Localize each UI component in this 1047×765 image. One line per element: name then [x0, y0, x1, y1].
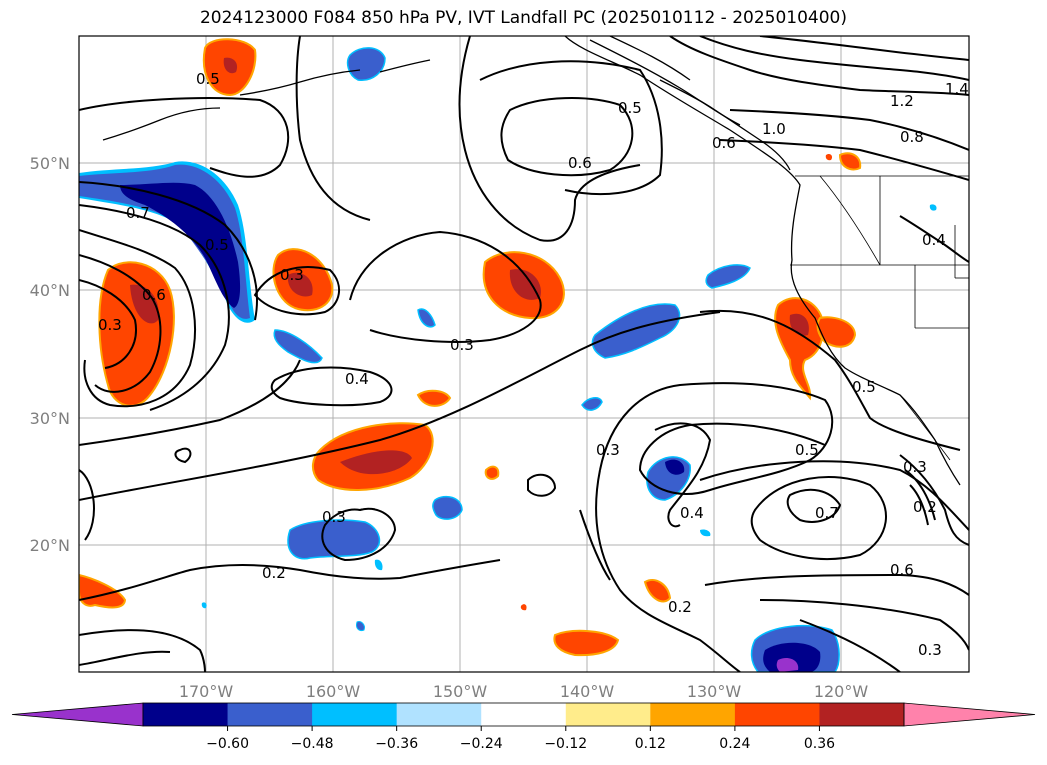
- colorbar-tick-label: −0.12: [544, 736, 587, 752]
- colorbar-segment: [650, 703, 736, 726]
- map-title: 2024123000 F084 850 hPa PV, IVT Landfall…: [199, 8, 847, 28]
- contour-label: 0.4: [345, 370, 369, 388]
- contour-label: 0.3: [98, 316, 122, 334]
- lat-label: 40°N: [30, 281, 70, 300]
- contour-label: 1.4: [945, 80, 969, 98]
- colorbar-tick-label: −0.48: [291, 736, 334, 752]
- colorbar-segment: [734, 703, 820, 726]
- colorbar-segment: [565, 703, 651, 726]
- colorbar-tick-label: −0.60: [206, 736, 249, 752]
- contour-label: 0.3: [280, 266, 304, 284]
- contour-label: 1.2: [890, 92, 914, 110]
- lat-label: 20°N: [30, 536, 70, 555]
- contour-label: 0.4: [922, 231, 946, 249]
- lon-label: 140°W: [560, 682, 615, 701]
- colorbar-tick-label: −0.24: [460, 736, 503, 752]
- lon-label: 160°W: [306, 682, 361, 701]
- lat-label: 50°N: [30, 154, 70, 173]
- lon-label: 130°W: [687, 682, 742, 701]
- contour-label: 0.2: [913, 498, 937, 516]
- coastlines: [102, 36, 961, 486]
- contour-label: 0.3: [903, 458, 927, 476]
- borders: [790, 175, 969, 461]
- contour-label: 0.3: [918, 641, 942, 659]
- lat-label: 30°N: [30, 409, 70, 428]
- colorbar-tick-label: −0.36: [375, 736, 418, 752]
- colorbar-extend-low: [11, 702, 144, 727]
- contour-label: 0.5: [205, 236, 229, 254]
- contour-label: 0.2: [262, 564, 286, 582]
- contour-labels: 0.5 0.5 0.6 0.6 1.0 1.2 1.4 0.8 0.7 0.5 …: [98, 70, 969, 659]
- contour-label: 0.6: [890, 561, 914, 579]
- contour-label: 0.7: [815, 504, 839, 522]
- colorbar-tick-label: 0.24: [719, 736, 750, 752]
- contour-label: 1.0: [762, 120, 786, 138]
- map-area: [79, 36, 969, 672]
- contour-label: 0.6: [712, 134, 736, 152]
- colorbar-segment: [227, 703, 313, 726]
- colorbar-extend-high: [903, 702, 1036, 727]
- contour-label: 0.5: [196, 70, 220, 88]
- colorbar: [11, 702, 1036, 727]
- colorbar-segment: [143, 703, 229, 726]
- contour-label: 0.2: [668, 598, 692, 616]
- latitude-labels: 50°N 40°N 30°N 20°N: [30, 154, 70, 555]
- colorbar-frame: [142, 702, 905, 727]
- longitude-labels: 170°W 160°W 150°W 140°W 130°W 120°W: [179, 682, 869, 701]
- contour-label: 0.5: [852, 378, 876, 396]
- lon-label: 120°W: [814, 682, 869, 701]
- contour-label: 0.5: [795, 441, 819, 459]
- contour-label: 0.6: [568, 154, 592, 172]
- contour-label: 0.4: [680, 504, 704, 522]
- colorbar-segment: [312, 703, 398, 726]
- contour-label: 0.3: [450, 336, 474, 354]
- colorbar-segment: [396, 703, 482, 726]
- contour-label: 0.8: [900, 128, 924, 146]
- contour-label: 0.6: [142, 286, 166, 304]
- colorbar-tick-label: 0.36: [804, 736, 835, 752]
- contour-label: 0.7: [126, 204, 150, 222]
- lon-label: 150°W: [433, 682, 488, 701]
- colorbar-segment: [819, 703, 905, 726]
- colorbar-segment: [481, 703, 567, 726]
- contour-label: 0.3: [596, 441, 620, 459]
- contour-label: 0.3: [322, 508, 346, 526]
- map-frame: [78, 35, 970, 673]
- lon-label: 170°W: [179, 682, 234, 701]
- colorbar-ticks: −0.60 −0.48 −0.36 −0.24 −0.12 0.12 0.24 0.36: [206, 726, 835, 752]
- ivt-contours: [79, 36, 969, 672]
- contour-label: 0.5: [618, 99, 642, 117]
- colorbar-tick-label: 0.12: [635, 736, 666, 752]
